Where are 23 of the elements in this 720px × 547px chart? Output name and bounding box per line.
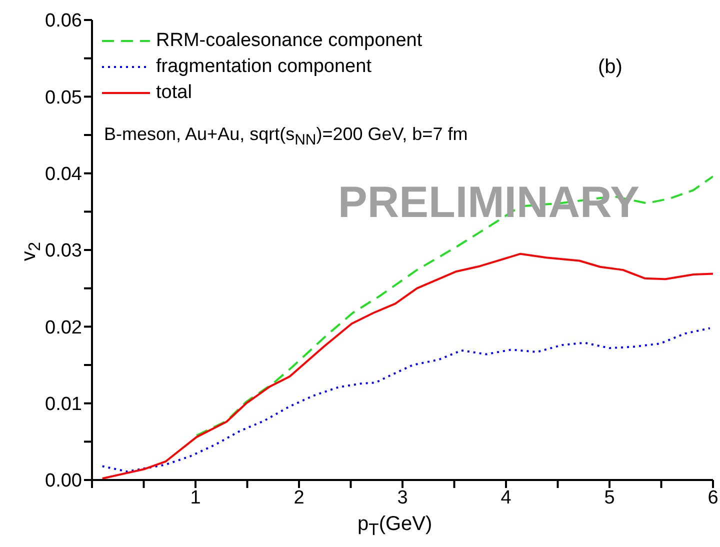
x-tick-label: 1 [190, 487, 201, 508]
y-tick-label: 0.04 [45, 164, 82, 186]
y-tick-label: 0.00 [45, 470, 82, 492]
x-tick-label: 5 [604, 487, 615, 508]
annotation: B-meson, Au+Au, sqrt(s$_{NN}$)=200 GeV, b=7 fm [104, 124, 468, 149]
x-tick-label: 6 [708, 487, 718, 508]
legend-label: total [156, 81, 192, 105]
annotation: (b) [598, 56, 622, 79]
y-tick-label: 0.05 [45, 87, 82, 108]
line-series [101, 252, 713, 480]
x-tick-label: 2 [294, 487, 304, 508]
line-series [101, 327, 711, 473]
y-tick-label: 0.03 [45, 240, 82, 262]
annotation: PRELIMINARY [338, 178, 640, 228]
y-tick-label: 0.02 [45, 317, 82, 338]
legend-label: fragmentation component [156, 55, 372, 79]
x-axis-title: p$_{T}$(GeV) [358, 513, 432, 540]
x-tick-label: 3 [397, 487, 408, 508]
legend-label: RRM-coalesonance component [156, 29, 422, 53]
y-tick-label: 0.01 [45, 394, 82, 416]
line-series [196, 175, 713, 437]
y-tick-label: 0.06 [45, 10, 82, 32]
x-tick-label: 4 [500, 487, 512, 508]
